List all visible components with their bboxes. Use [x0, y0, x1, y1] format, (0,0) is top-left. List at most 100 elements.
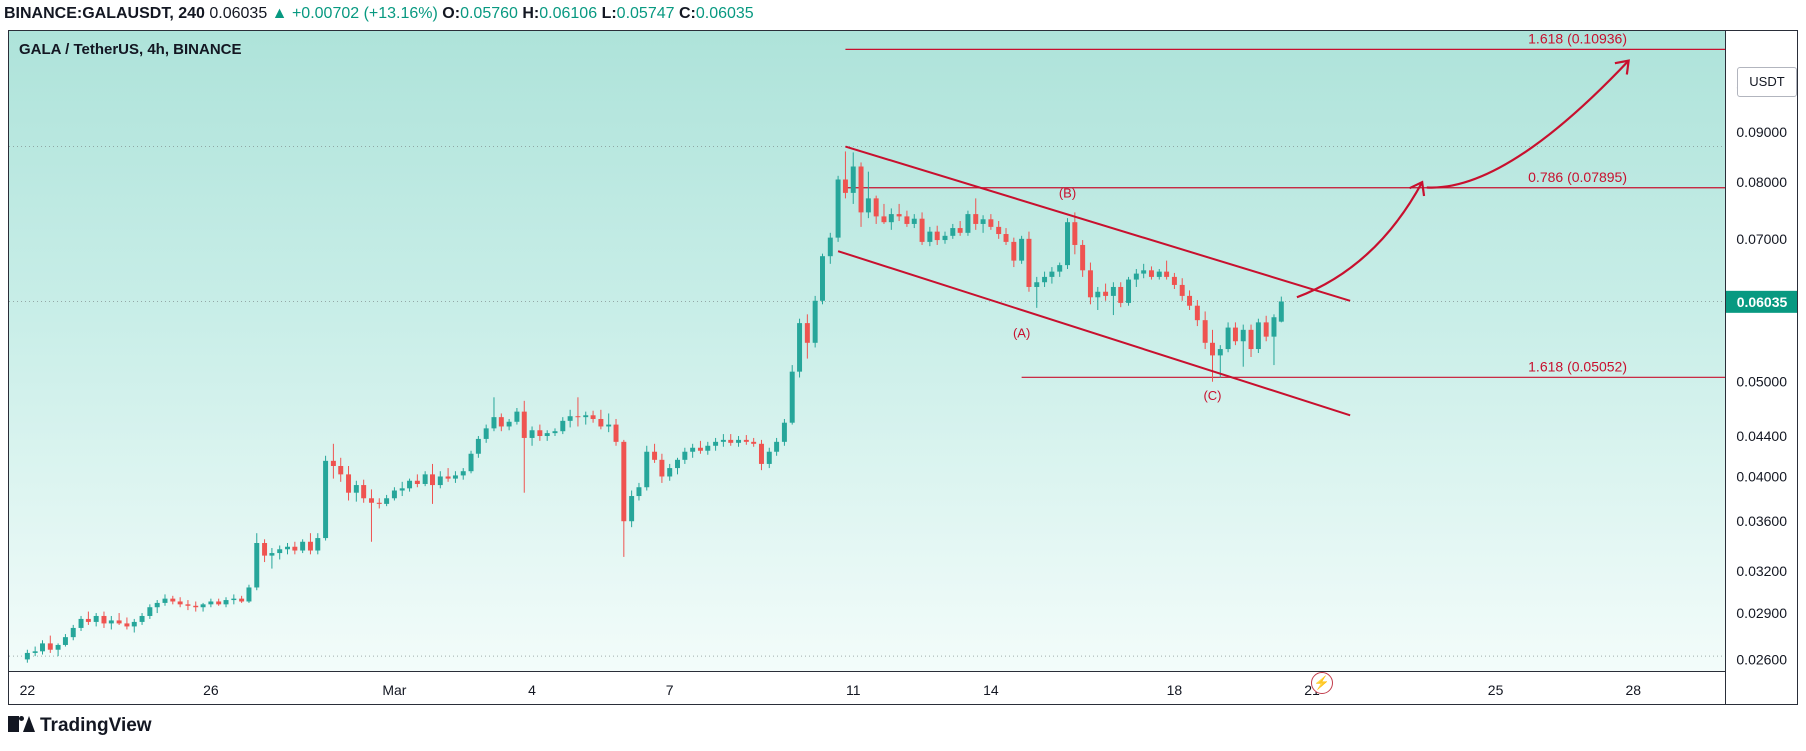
candle-body — [55, 644, 61, 650]
time-tick-label: 22 — [20, 682, 36, 698]
candle-body — [888, 214, 894, 223]
candle-body — [154, 602, 160, 608]
candle-body — [116, 620, 122, 624]
candle-body — [590, 415, 596, 419]
high-label: H: — [522, 5, 540, 22]
candle-body — [85, 618, 91, 622]
price-change: ▲ +0.00702 (+13.16%) — [271, 5, 438, 22]
chart-svg: 1.618 (0.10936) 0.786 (0.07895) 1.618 (0.0… — [9, 31, 1797, 698]
tradingview-logo[interactable]: TradingView — [8, 715, 152, 737]
candle-body — [537, 430, 543, 437]
candle-body — [200, 604, 206, 608]
time-axis[interactable] — [9, 671, 1725, 704]
chart-frame[interactable]: GALA / TetherUS, 4h, BINANCE USDT 1.618 … — [8, 30, 1798, 705]
low-label: L: — [601, 5, 617, 22]
candle-body — [131, 621, 137, 627]
candle-body — [1065, 222, 1070, 266]
time-tick-label: 25 — [1488, 682, 1504, 698]
candle-body — [1118, 286, 1124, 303]
price-tick-label: 0.09000 — [1736, 124, 1787, 140]
plot-area[interactable] — [9, 31, 1725, 671]
time-tick-label: 11 — [846, 682, 861, 698]
close-label: C: — [678, 5, 696, 22]
candle-body — [751, 441, 757, 444]
lightning-icon[interactable]: ⚡ — [1311, 672, 1333, 694]
candle-body — [774, 441, 780, 452]
candle-body — [307, 541, 313, 551]
channel-lower-line — [837, 250, 1351, 417]
candle-body — [93, 615, 99, 622]
candle-body — [514, 411, 520, 422]
currency-button[interactable]: USDT — [1737, 67, 1797, 97]
high-value: 0.06106 — [539, 5, 598, 22]
open-label: O: — [442, 5, 461, 22]
candle-body — [1263, 322, 1269, 337]
candle-body — [804, 323, 810, 343]
candle-body — [644, 451, 650, 488]
candle-body — [300, 541, 306, 551]
candle-body — [529, 430, 535, 438]
chart-title: GALA / TetherUS, 4h, BINANCE — [19, 41, 242, 58]
candle-body — [491, 417, 497, 429]
candle-body — [40, 643, 45, 652]
candle-body — [789, 371, 795, 423]
candle-body — [850, 166, 856, 193]
candle-body — [690, 447, 696, 452]
projection-arrow-1-arrowhead — [1409, 180, 1426, 197]
candle-body — [682, 451, 688, 460]
projection-arrow-2-arrowhead — [1614, 59, 1630, 75]
candle-body — [950, 228, 956, 236]
time-tick-label: Mar — [382, 682, 406, 698]
time-tick-label: 14 — [983, 682, 999, 698]
candle-body — [338, 465, 344, 475]
candle-body — [820, 256, 825, 301]
candle-body — [1278, 301, 1284, 322]
candle-body — [376, 502, 382, 504]
candle-body — [315, 538, 321, 551]
candle-body — [147, 607, 153, 616]
candle-body — [720, 439, 726, 442]
candle-body — [1217, 349, 1223, 356]
price-tick-label: 0.04000 — [1736, 468, 1787, 484]
candle-body — [170, 598, 176, 602]
candle-body — [139, 615, 145, 622]
wave-label: (B) — [1059, 185, 1076, 200]
candle-body — [934, 231, 940, 241]
candle-body — [1003, 234, 1009, 242]
candle-body — [598, 418, 604, 427]
price-axis[interactable] — [1725, 31, 1797, 704]
candle-body — [399, 488, 405, 491]
candle-body — [973, 214, 979, 224]
candle-body — [675, 459, 680, 469]
candle-body — [1019, 238, 1025, 261]
candle-body — [1042, 276, 1048, 283]
candle-body — [498, 417, 504, 427]
price-tick-label: 0.04400 — [1736, 428, 1787, 444]
candle-body — [1126, 279, 1132, 303]
candle-body — [552, 431, 558, 434]
candle-body — [560, 420, 566, 432]
candle-body — [1087, 270, 1093, 298]
candle-body — [1271, 317, 1277, 337]
candle-body — [70, 627, 76, 638]
candle-body — [1080, 244, 1086, 271]
candle-body — [177, 601, 183, 605]
price-tick-label: 0.02600 — [1736, 651, 1787, 667]
candle-body — [216, 601, 222, 605]
fib-level-label: 1.618 (0.10936) — [1528, 31, 1627, 46]
candle-body — [919, 218, 925, 242]
wave-label: (C) — [1203, 388, 1221, 403]
candle-body — [743, 439, 749, 442]
candle-body — [445, 476, 451, 479]
candle-body — [652, 451, 658, 460]
candle-body — [965, 214, 971, 233]
candle-body — [361, 485, 367, 499]
candle-body — [575, 416, 581, 418]
candle-body — [1034, 282, 1040, 287]
time-tick-label: 18 — [1167, 682, 1183, 698]
candle-body — [758, 443, 764, 464]
candle-body — [736, 439, 742, 443]
price-tick-label: 0.07000 — [1736, 231, 1787, 247]
symbol-name: BINANCE:GALAUSDT, 240 — [4, 5, 205, 22]
current-price-label: 0.06035 — [1737, 294, 1788, 310]
